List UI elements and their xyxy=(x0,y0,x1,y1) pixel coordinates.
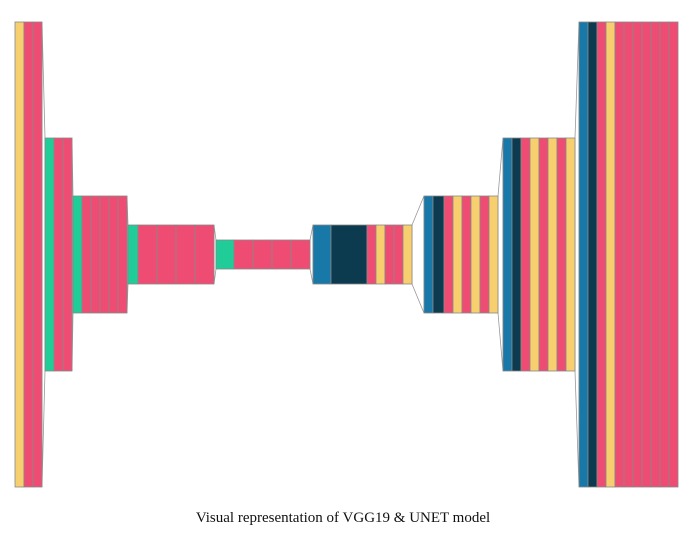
encoder-block-4-layer-entry xyxy=(127,224,139,285)
encoder-block-2-layer-conv xyxy=(62,137,73,372)
encoder-block-4-layer-conv xyxy=(194,224,215,285)
decoder-block-2-layer-pool xyxy=(452,195,463,314)
decoder-block-2-layer-conv xyxy=(461,195,472,314)
encoder-block-3 xyxy=(72,195,128,314)
encoder-block-3-layer-conv xyxy=(117,195,128,314)
decoder-block-1-layer-pool xyxy=(402,224,413,285)
decoder-block-4-layer-conv xyxy=(614,21,625,488)
encoder-block-5-layer-conv xyxy=(233,239,254,270)
encoder-block-1-layer-pool xyxy=(14,21,25,488)
decoder-block-2-layer-pool xyxy=(488,195,499,314)
connector-6 xyxy=(411,195,425,314)
decoder-block-3-layer-pool xyxy=(565,137,576,372)
decoder-block-3-layer-upsample xyxy=(502,137,513,372)
decoder-block-2-layer-pool xyxy=(470,195,481,314)
decoder-block-4-layer-upsample xyxy=(578,21,589,488)
encoder-block-4-layer-conv xyxy=(156,224,177,285)
decoder-block-3-layer-conv xyxy=(556,137,567,372)
encoder-block-1-layer-conv xyxy=(23,21,34,488)
decoder-block-3-layer-concat xyxy=(511,137,522,372)
connector-1 xyxy=(41,21,46,488)
decoder-block-4-layer-conv xyxy=(596,21,607,488)
decoder-block-2 xyxy=(423,195,499,314)
encoder-block-5-layer-conv xyxy=(271,239,292,270)
decoder-block-4-layer-conv xyxy=(659,21,670,488)
encoder-block-3-layer-conv xyxy=(108,195,119,314)
decoder-block-1-layer-conv xyxy=(384,224,395,285)
encoder-block-3-layer-entry xyxy=(72,195,83,314)
vgg19-unet-diagram xyxy=(14,21,679,488)
decoder-block-4-layer-pool xyxy=(605,21,616,488)
figure-caption: Visual representation of VGG19 & UNET mo… xyxy=(195,510,491,526)
decoder-block-1-layer-upsample xyxy=(312,224,332,285)
encoder-block-3-layer-conv xyxy=(81,195,92,314)
encoder-block-5-layer-conv xyxy=(290,239,311,270)
decoder-block-4-layer-conv xyxy=(641,21,652,488)
encoder-block-5-layer-conv xyxy=(252,239,273,270)
decoder-block-4-layer-conv xyxy=(650,21,661,488)
decoder-block-4-layer-concat xyxy=(587,21,598,488)
decoder-block-3-layer-pool xyxy=(547,137,558,372)
encoder-block-5-layer-entry xyxy=(215,239,235,270)
encoder-block-3-layer-conv xyxy=(90,195,101,314)
decoder-block-2-layer-concat xyxy=(432,195,445,314)
decoder-block-4-layer-conv xyxy=(668,21,679,488)
decoder-block-4-layer-conv xyxy=(632,21,643,488)
connector-5 xyxy=(309,224,314,285)
decoder-block-4 xyxy=(578,21,679,488)
encoder-block-5 xyxy=(215,239,311,270)
decoder-block-3-layer-pool xyxy=(529,137,540,372)
encoder-block-2 xyxy=(44,137,73,372)
connector-8 xyxy=(574,21,580,488)
decoder-block-4-layer-conv xyxy=(623,21,634,488)
decoder-block-1-layer-conv xyxy=(366,224,377,285)
encoder-block-4-layer-conv xyxy=(137,224,158,285)
encoder-block-4-layer-conv xyxy=(175,224,196,285)
decoder-block-1-layer-conv xyxy=(393,224,404,285)
decoder-block-3-layer-conv xyxy=(520,137,531,372)
encoder-block-4 xyxy=(127,224,215,285)
decoder-block-2-layer-conv xyxy=(443,195,454,314)
decoder-block-1 xyxy=(312,224,413,285)
decoder-block-3-layer-conv xyxy=(538,137,549,372)
encoder-block-1-layer-conv xyxy=(32,21,43,488)
encoder-block-1 xyxy=(14,21,43,488)
decoder-block-2-layer-conv xyxy=(479,195,490,314)
connector-7 xyxy=(497,137,504,372)
encoder-block-2-layer-conv xyxy=(53,137,64,372)
decoder-block-1-layer-pool xyxy=(375,224,386,285)
decoder-block-1-layer-concat xyxy=(330,224,368,285)
encoder-block-2-layer-entry xyxy=(44,137,55,372)
decoder-block-2-layer-upsample xyxy=(423,195,434,314)
decoder-block-3 xyxy=(502,137,576,372)
encoder-block-3-layer-conv xyxy=(99,195,110,314)
